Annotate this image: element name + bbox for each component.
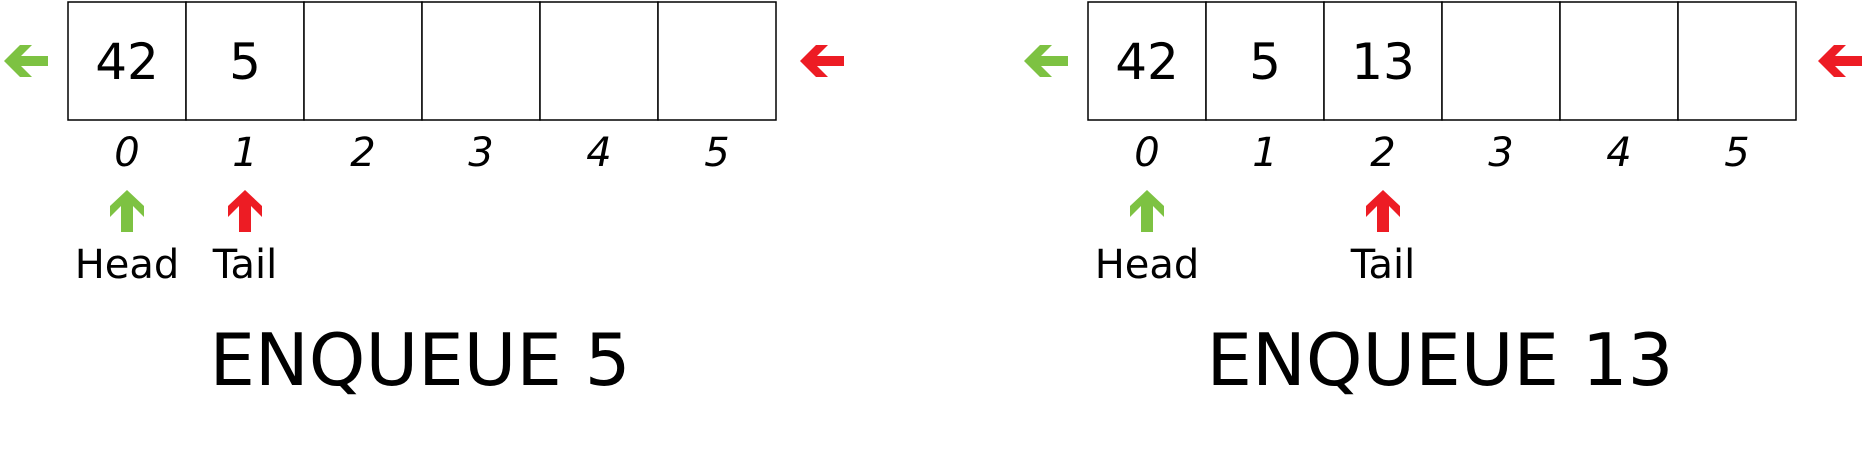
array-cell [1205, 1, 1325, 121]
index-label: 2 [350, 130, 375, 176]
index-label: 1 [232, 130, 257, 176]
cell-value: 5 [1249, 33, 1281, 91]
cell-value: 42 [95, 33, 159, 91]
index-label: 0 [114, 130, 139, 176]
array-cell [1677, 1, 1797, 121]
operation-caption: ENQUEUE 5 [209, 318, 630, 402]
array-cell [67, 1, 187, 121]
index-label: 4 [1606, 130, 1631, 176]
array-cell [1323, 1, 1443, 121]
operation-caption: ENQUEUE 13 [1207, 318, 1674, 402]
index-label: 0 [1134, 130, 1159, 176]
tail-label: Tail [1350, 242, 1416, 288]
head-label: Head [75, 242, 180, 288]
array-cell [1559, 1, 1679, 121]
array-cell [1087, 1, 1207, 121]
cell-value: 5 [229, 33, 261, 91]
index-label: 5 [704, 130, 729, 176]
enqueue-end-arrow-icon [800, 45, 844, 77]
index-label: 3 [1488, 130, 1513, 176]
enqueue-end-arrow-icon [1818, 45, 1862, 77]
head-pointer-arrow-icon [1130, 190, 1164, 232]
array-cell [1441, 1, 1561, 121]
index-label: 2 [1370, 130, 1395, 176]
array-cell [539, 1, 659, 121]
head-label: Head [1095, 242, 1200, 288]
dequeue-end-arrow-icon [1024, 45, 1068, 77]
index-label: 4 [586, 130, 611, 176]
index-label: 3 [468, 130, 493, 176]
cell-value: 13 [1351, 33, 1415, 91]
array-cell [185, 1, 305, 121]
array-cell [303, 1, 423, 121]
cell-value: 42 [1115, 33, 1179, 91]
tail-label: Tail [212, 242, 278, 288]
index-label: 1 [1252, 130, 1277, 176]
queue-panel: 42 5 13 0 1 2 3 4 5 Head Tail ENQUEUE 13 [1024, 1, 1862, 402]
array-cell [421, 1, 541, 121]
tail-pointer-arrow-icon [228, 190, 262, 232]
array-cell [657, 1, 777, 121]
head-pointer-arrow-icon [110, 190, 144, 232]
index-label: 5 [1724, 130, 1749, 176]
dequeue-end-arrow-icon [4, 45, 48, 77]
tail-pointer-arrow-icon [1366, 190, 1400, 232]
queue-panel: 42 5 0 1 2 3 4 5 Head Tail ENQUEUE 5 [4, 1, 844, 402]
